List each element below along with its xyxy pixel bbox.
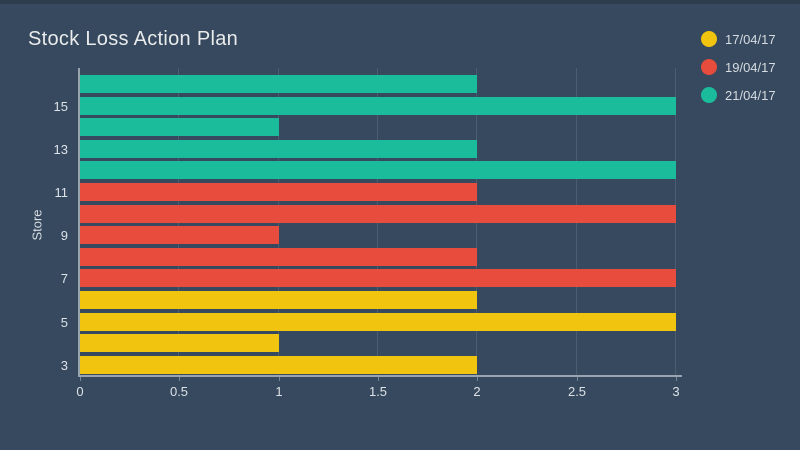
x-tick-label-1.5: 1.5 (368, 384, 388, 399)
y-tick-label-15: 15 (53, 99, 68, 114)
x-tick-mark-1.5 (378, 377, 379, 381)
bar-17-04-17-row13[interactable] (80, 334, 279, 352)
x-tick-label-0.5: 0.5 (169, 384, 189, 399)
top-edge-shade (0, 0, 800, 4)
bar-17-04-17-row11[interactable] (80, 291, 477, 309)
x-tick-mark-0 (80, 377, 81, 381)
bar-21-04-17-row3[interactable] (80, 118, 279, 136)
y-tick-label-7: 7 (60, 271, 68, 286)
legend-item-19-04-17[interactable]: 19/04/17 (701, 53, 796, 81)
x-tick-mark-2.5 (577, 377, 578, 381)
y-tick-label-11: 11 (54, 185, 69, 200)
chart-title: Stock Loss Action Plan (28, 28, 239, 50)
x-tick-mark-3 (676, 377, 677, 381)
x-tick-label-3: 3 (672, 384, 680, 399)
bar-21-04-17-row4[interactable] (80, 140, 477, 158)
bar-19-04-17-row7[interactable] (80, 205, 676, 223)
bar-19-04-17-row8[interactable] (80, 226, 279, 244)
x-tick-mark-2 (477, 377, 478, 381)
bar-21-04-17-row5[interactable] (80, 161, 676, 179)
bar-17-04-17-row14[interactable] (80, 356, 477, 374)
bar-17-04-17-row12[interactable] (80, 313, 676, 331)
y-tick-label-13: 13 (53, 142, 68, 157)
legend-dot-icon (701, 87, 717, 103)
y-tick-label-3: 3 (60, 358, 68, 373)
x-tick-mark-1 (279, 377, 280, 381)
bar-21-04-17-row2[interactable] (80, 97, 676, 115)
y-tick-label-9: 9 (60, 228, 68, 243)
legend-label: 19/04/17 (725, 59, 776, 75)
bar-21-04-17-row1[interactable] (80, 75, 477, 93)
bar-19-04-17-row6[interactable] (80, 183, 477, 201)
legend-item-17-04-17[interactable]: 17/04/17 (701, 25, 796, 53)
legend-dot-icon (701, 31, 717, 47)
x-tick-label-2.5: 2.5 (567, 384, 587, 399)
x-tick-label-1: 1 (275, 384, 283, 399)
x-tick-mark-0.5 (179, 377, 180, 381)
legend-item-21-04-17[interactable]: 21/04/17 (701, 81, 796, 109)
x-tick-label-0: 0 (76, 384, 84, 399)
plot-area (78, 68, 682, 377)
legend-label: 17/04/17 (725, 31, 776, 47)
legend: 17/04/17 19/04/17 21/04/17 (701, 25, 796, 109)
bar-19-04-17-row10[interactable] (80, 269, 676, 287)
bar-19-04-17-row9[interactable] (80, 248, 477, 266)
y-tick-label-5: 5 (60, 315, 68, 330)
x-tick-label-2: 2 (473, 384, 481, 399)
legend-label: 21/04/17 (725, 87, 776, 103)
legend-dot-icon (701, 59, 717, 75)
